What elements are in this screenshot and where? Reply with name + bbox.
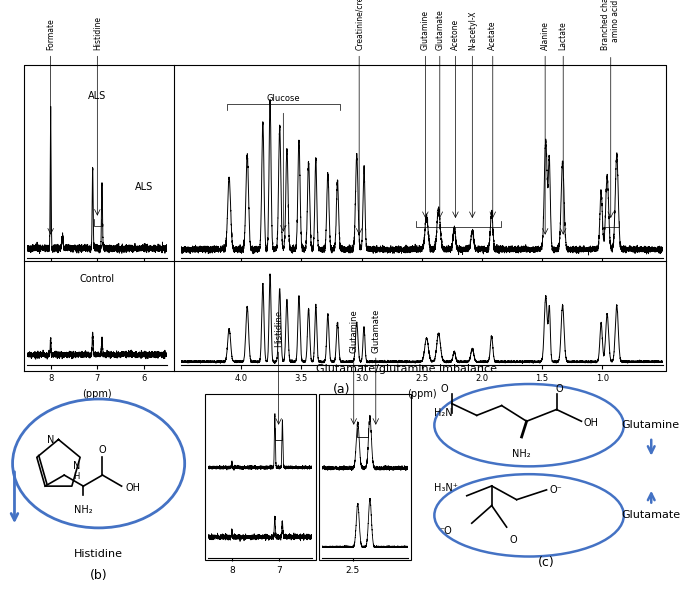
Text: H: H: [73, 472, 79, 481]
Text: O: O: [555, 384, 563, 394]
Text: Glutamine: Glutamine: [349, 309, 359, 353]
Text: ALS: ALS: [88, 91, 107, 101]
Text: Glutamate: Glutamate: [622, 510, 680, 520]
Text: Alanine: Alanine: [541, 21, 550, 50]
Text: O⁻: O⁻: [549, 485, 562, 495]
Text: Glutamine: Glutamine: [421, 11, 430, 50]
Text: N-acetyl-X: N-acetyl-X: [468, 11, 477, 50]
Text: Acetone: Acetone: [451, 20, 460, 50]
Text: O: O: [441, 384, 448, 394]
Bar: [319, 394, 411, 560]
Text: H₃N⁺: H₃N⁺: [434, 483, 458, 493]
Bar: [205, 394, 316, 560]
Text: ⁻O: ⁻O: [439, 526, 452, 536]
Text: NH₂: NH₂: [74, 504, 93, 514]
Text: Glutamine: Glutamine: [622, 420, 680, 430]
Text: ALS: ALS: [135, 182, 153, 192]
Text: Acetate: Acetate: [488, 21, 497, 50]
Text: Histidine: Histidine: [93, 17, 102, 50]
Text: Glutamate: Glutamate: [435, 10, 445, 50]
Text: Histidine: Histidine: [274, 310, 283, 347]
Text: H₂N: H₂N: [434, 409, 453, 418]
Text: N: N: [72, 461, 80, 471]
Text: (a): (a): [333, 383, 350, 396]
Text: (c): (c): [538, 557, 555, 569]
Text: Lactate: Lactate: [559, 22, 568, 50]
Text: Glutamate: Glutamate: [372, 309, 380, 353]
Text: (b): (b): [90, 569, 108, 582]
X-axis label: (ppm): (ppm): [83, 282, 112, 292]
X-axis label: (ppm): (ppm): [407, 389, 436, 399]
Text: Histidine: Histidine: [74, 549, 123, 559]
Text: Branched chain
amino acid: Branched chain amino acid: [601, 0, 620, 50]
Text: Control: Control: [80, 274, 115, 284]
Text: NH₂: NH₂: [512, 448, 531, 459]
Text: O: O: [509, 535, 517, 545]
Text: Glutamate/glutamine imbalance: Glutamate/glutamine imbalance: [316, 364, 497, 374]
Text: OH: OH: [126, 483, 141, 493]
Text: O: O: [98, 445, 107, 455]
Text: N: N: [47, 434, 55, 444]
Text: Creatinine/creatine: Creatinine/creatine: [354, 0, 363, 50]
Text: Glucose: Glucose: [266, 94, 300, 103]
Text: OH: OH: [584, 418, 599, 428]
Text: Formate: Formate: [46, 19, 55, 50]
X-axis label: (ppm): (ppm): [83, 389, 112, 399]
